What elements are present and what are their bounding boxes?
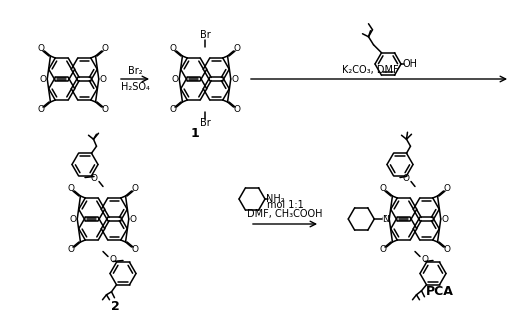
Text: O: O <box>109 255 117 264</box>
Text: O: O <box>130 214 136 224</box>
Text: O: O <box>70 214 77 224</box>
Text: Br: Br <box>200 118 211 128</box>
Text: 1: 1 <box>190 127 199 140</box>
Text: Br: Br <box>200 30 211 40</box>
Text: O: O <box>101 44 108 53</box>
Text: O: O <box>170 44 177 53</box>
Text: H₂SO₄: H₂SO₄ <box>121 82 150 92</box>
Text: O: O <box>38 105 45 113</box>
Text: O: O <box>68 184 75 193</box>
Text: O: O <box>131 184 138 193</box>
Text: 2: 2 <box>110 300 119 313</box>
Text: O: O <box>172 75 179 84</box>
Text: O: O <box>233 44 240 53</box>
Text: OH: OH <box>402 59 417 69</box>
Text: O: O <box>380 184 387 193</box>
Text: O: O <box>402 174 410 183</box>
Text: mol 1:1: mol 1:1 <box>267 200 303 210</box>
Text: O: O <box>443 245 450 253</box>
Text: O: O <box>382 214 389 224</box>
Text: O: O <box>231 75 238 84</box>
Text: O: O <box>131 245 138 253</box>
Text: O: O <box>443 184 450 193</box>
Text: O: O <box>40 75 47 84</box>
Text: O: O <box>68 245 75 253</box>
Text: N: N <box>382 214 389 224</box>
Text: Br₂: Br₂ <box>127 66 142 76</box>
Text: DMF, CH₃COOH: DMF, CH₃COOH <box>247 209 322 219</box>
Text: PCA: PCA <box>426 285 454 298</box>
Text: O: O <box>38 44 45 53</box>
Text: O: O <box>101 105 108 113</box>
Text: O: O <box>170 105 177 113</box>
Text: O: O <box>441 214 448 224</box>
Text: O: O <box>380 245 387 253</box>
Text: O: O <box>422 255 428 264</box>
Text: NH₂: NH₂ <box>266 194 284 204</box>
Text: O: O <box>90 174 98 183</box>
Text: O: O <box>99 75 106 84</box>
Text: O: O <box>233 105 240 113</box>
Text: K₂CO₃, DMF: K₂CO₃, DMF <box>342 65 398 75</box>
Text: N: N <box>381 214 389 224</box>
